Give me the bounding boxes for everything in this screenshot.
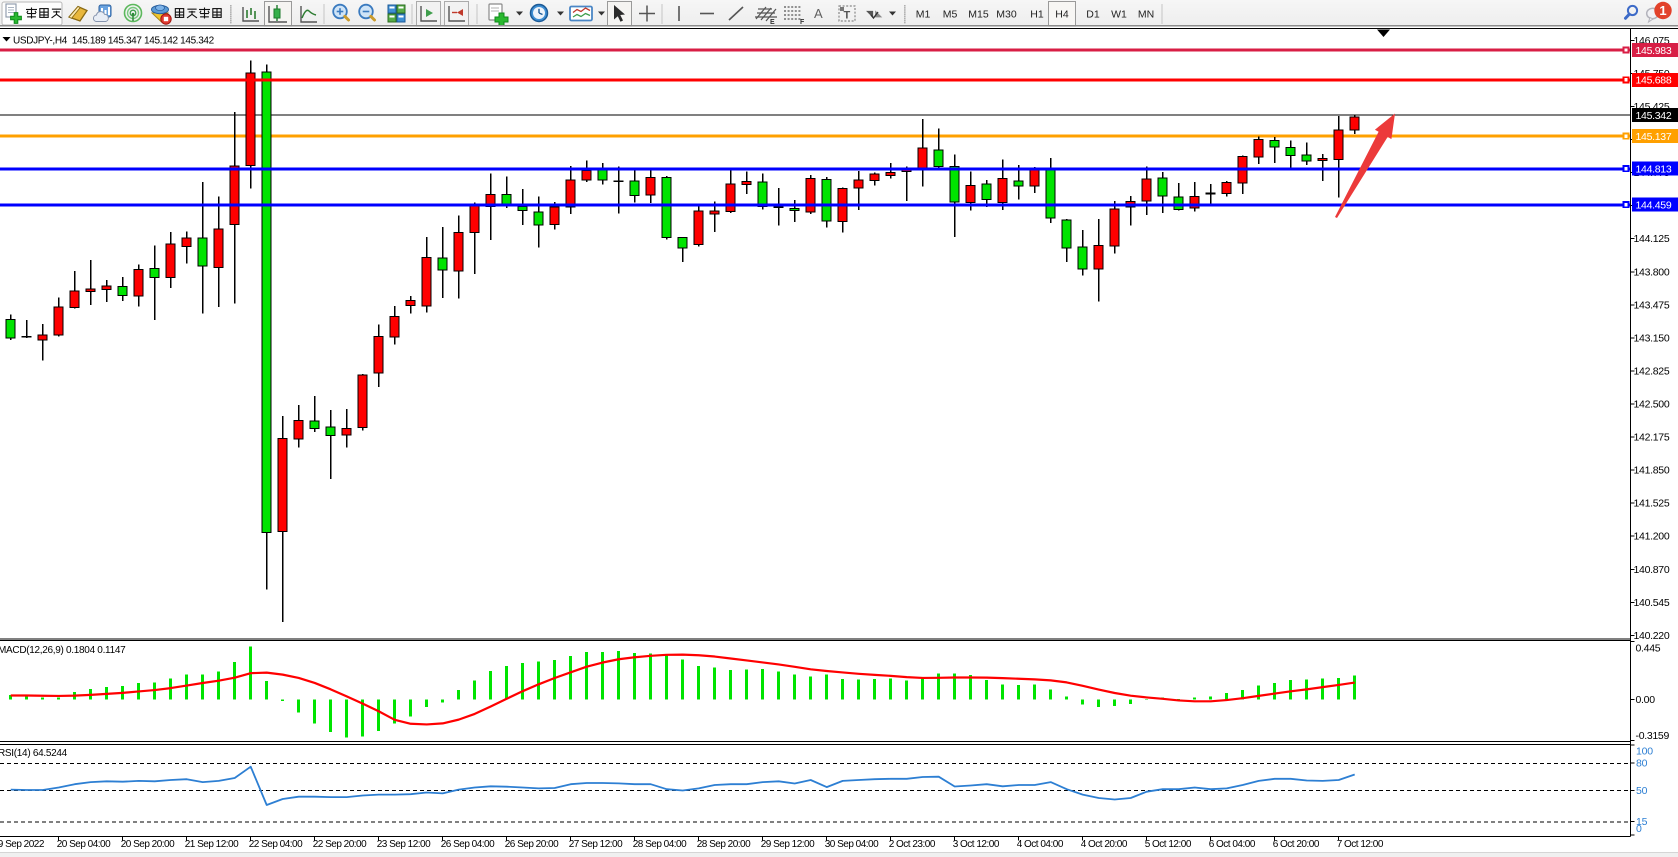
svg-text:100: 100 [1636,746,1653,758]
svg-text:4 Oct 20:00: 4 Oct 20:00 [1081,839,1128,850]
svg-text:144.459: 144.459 [1636,200,1672,212]
svg-text:H4: H4 [1055,9,1069,21]
svg-text:22 Sep 04:00: 22 Sep 04:00 [249,839,303,850]
svg-text:26 Sep 04:00: 26 Sep 04:00 [441,839,495,850]
svg-text:143.475: 143.475 [1634,299,1670,311]
svg-text:23 Sep 12:00: 23 Sep 12:00 [377,839,431,850]
svg-text:27 Sep 12:00: 27 Sep 12:00 [569,839,623,850]
svg-text:145.342: 145.342 [1636,110,1672,122]
svg-text:F: F [800,19,805,26]
svg-text:6 Oct 04:00: 6 Oct 04:00 [1209,839,1256,850]
svg-text:RSI(14) 64.5244: RSI(14) 64.5244 [0,748,68,759]
svg-text:6 Oct 20:00: 6 Oct 20:00 [1273,839,1320,850]
svg-text:141.200: 141.200 [1634,531,1670,543]
svg-text:D1: D1 [1086,9,1100,21]
svg-text:2 Oct 23:00: 2 Oct 23:00 [889,839,936,850]
svg-text:M15: M15 [968,9,989,21]
svg-text:20 Sep 20:00: 20 Sep 20:00 [121,839,175,850]
svg-text:22 Sep 20:00: 22 Sep 20:00 [313,839,367,850]
svg-text:M5: M5 [943,9,958,21]
svg-text:141.525: 141.525 [1634,498,1670,510]
svg-text:USDJPY-,H4 145.189 145.347 14: USDJPY-,H4 145.189 145.347 145.142 145.3… [13,36,215,47]
svg-text:1: 1 [1659,3,1666,18]
svg-text:141.850: 141.850 [1634,465,1670,477]
svg-text:-0.3159: -0.3159 [1636,730,1670,742]
svg-text:W1: W1 [1111,9,1127,21]
svg-text:142.825: 142.825 [1634,365,1670,377]
svg-text:140.870: 140.870 [1634,564,1670,576]
svg-text:80: 80 [1636,758,1648,770]
svg-text:E: E [770,19,775,26]
svg-text:19 Sep 2022: 19 Sep 2022 [0,839,45,850]
svg-text:A: A [814,6,823,21]
svg-text:7 Oct 12:00: 7 Oct 12:00 [1337,839,1384,850]
svg-text:144.813: 144.813 [1636,164,1672,176]
svg-text:5 Oct 12:00: 5 Oct 12:00 [1145,839,1192,850]
svg-text:28 Sep 20:00: 28 Sep 20:00 [697,839,751,850]
svg-text:143.800: 143.800 [1634,266,1670,278]
svg-text:145.137: 145.137 [1636,131,1672,143]
svg-text:3 Oct 12:00: 3 Oct 12:00 [953,839,1000,850]
svg-text:20 Sep 04:00: 20 Sep 04:00 [57,839,111,850]
svg-text:145.688: 145.688 [1636,75,1672,87]
svg-text:143.150: 143.150 [1634,332,1670,344]
svg-text:145.983: 145.983 [1636,45,1672,57]
svg-text:30 Sep 04:00: 30 Sep 04:00 [825,839,879,850]
svg-text:142.175: 142.175 [1634,432,1670,444]
svg-text:H1: H1 [1030,9,1044,21]
svg-text:0.00: 0.00 [1636,694,1656,706]
svg-text:142.500: 142.500 [1634,399,1670,411]
svg-text:140.545: 140.545 [1634,597,1670,609]
svg-text:29 Sep 12:00: 29 Sep 12:00 [761,839,815,850]
svg-text:M30: M30 [996,9,1017,21]
svg-text:144.125: 144.125 [1634,233,1670,245]
svg-text:140.220: 140.220 [1634,630,1670,642]
svg-text:26 Sep 20:00: 26 Sep 20:00 [505,839,559,850]
svg-text:0: 0 [1636,823,1642,835]
svg-text:MN: MN [1138,9,1154,21]
svg-text:28 Sep 04:00: 28 Sep 04:00 [633,839,687,850]
svg-text:M1: M1 [916,9,931,21]
svg-text:4 Oct 04:00: 4 Oct 04:00 [1017,839,1064,850]
svg-text:21 Sep 12:00: 21 Sep 12:00 [185,839,239,850]
svg-text:0.445: 0.445 [1636,643,1661,655]
svg-text:MACD(12,26,9) 0.1804 0.1147: MACD(12,26,9) 0.1804 0.1147 [0,645,126,656]
svg-text:15: 15 [1636,816,1648,828]
svg-text:50: 50 [1636,785,1648,797]
svg-text:T: T [844,10,851,22]
